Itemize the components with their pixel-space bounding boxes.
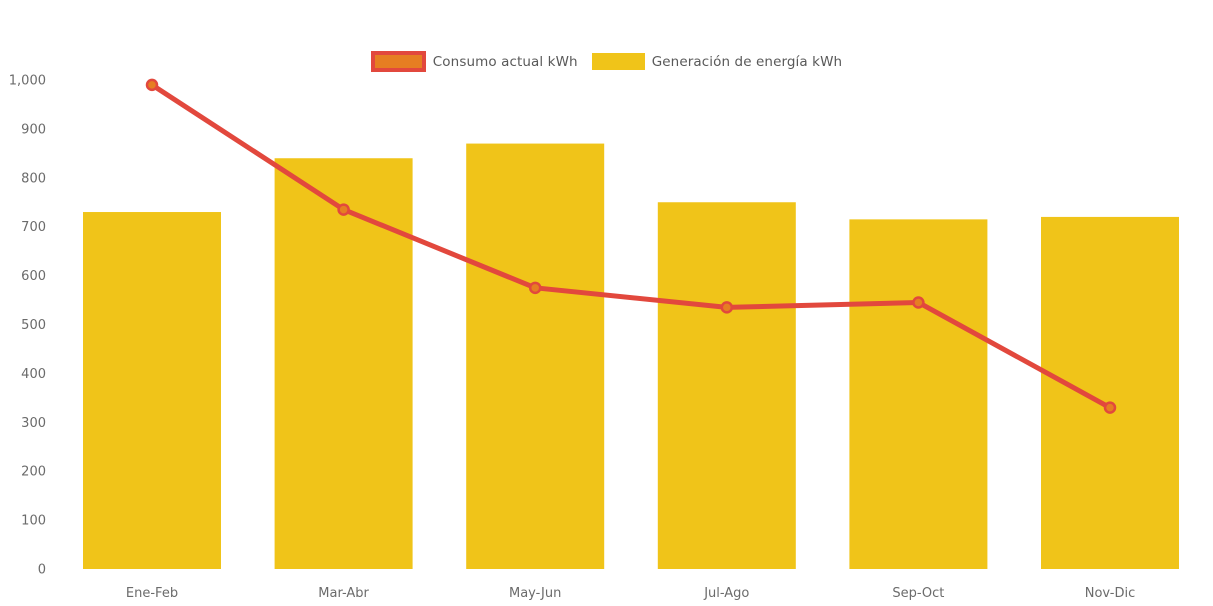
legend-label-generacion-energia: Generación de energía kWh [651, 53, 843, 70]
legend-item-generacion-energia[interactable]: Generación de energía kWh [591, 53, 843, 70]
legend-item-consumo-actual[interactable]: Consumo actual kWh [370, 51, 578, 72]
line-point-nov-dic[interactable] [1103, 401, 1117, 414]
y-axis-tick-label-800: 800 [21, 171, 46, 186]
consumo-line [149, 82, 1113, 411]
line-point-mar-abr[interactable] [337, 203, 350, 216]
legend-swatch-generacion-energia [591, 53, 645, 70]
legend: Consumo actual kWh Generación de energía… [0, 51, 1213, 72]
bar-ene-feb[interactable] [83, 212, 221, 569]
y-axis-tick-label-700: 700 [21, 220, 46, 235]
bar-sep-oct[interactable] [849, 219, 988, 570]
x-axis-label-may-jun: May-Jun [509, 586, 561, 601]
bar-may-jun[interactable] [466, 143, 605, 569]
line-point-may-jun[interactable] [528, 281, 542, 295]
line-point-jul-ago[interactable] [720, 301, 734, 314]
line-point-ene-feb[interactable] [145, 78, 159, 92]
bar-nov-dic[interactable] [1041, 216, 1179, 570]
line-point-sep-oct[interactable] [912, 296, 925, 309]
y-axis-tick-label-200: 200 [21, 465, 46, 480]
x-axis-label-ene-feb: Ene-Feb [126, 586, 178, 601]
x-axis-label-mar-abr: Mar-Abr [318, 586, 369, 601]
legend-swatch-consumo-actual [370, 51, 426, 72]
bar-mar-abr[interactable] [274, 158, 413, 570]
y-axis-tick-label-1-000: 1,000 [9, 74, 46, 89]
y-axis-tick-label-600: 600 [21, 269, 46, 284]
y-axis-tick-label-900: 900 [21, 122, 46, 137]
y-axis-tick-label-100: 100 [21, 514, 46, 529]
x-axis-label-nov-dic: Nov-Dic [1085, 586, 1135, 601]
x-axis-label-jul-ago: Jul-Ago [703, 586, 749, 601]
y-axis-tick-label-300: 300 [21, 416, 46, 431]
y-axis-tick-label-500: 500 [21, 318, 46, 333]
x-axis-label-sep-oct: Sep-Oct [892, 586, 944, 601]
y-axis-tick-label-0: 0 [38, 563, 46, 578]
bar-jul-ago[interactable] [657, 202, 796, 569]
y-axis-tick-label-400: 400 [21, 367, 46, 382]
legend-label-consumo-actual: Consumo actual kWh [432, 53, 578, 70]
